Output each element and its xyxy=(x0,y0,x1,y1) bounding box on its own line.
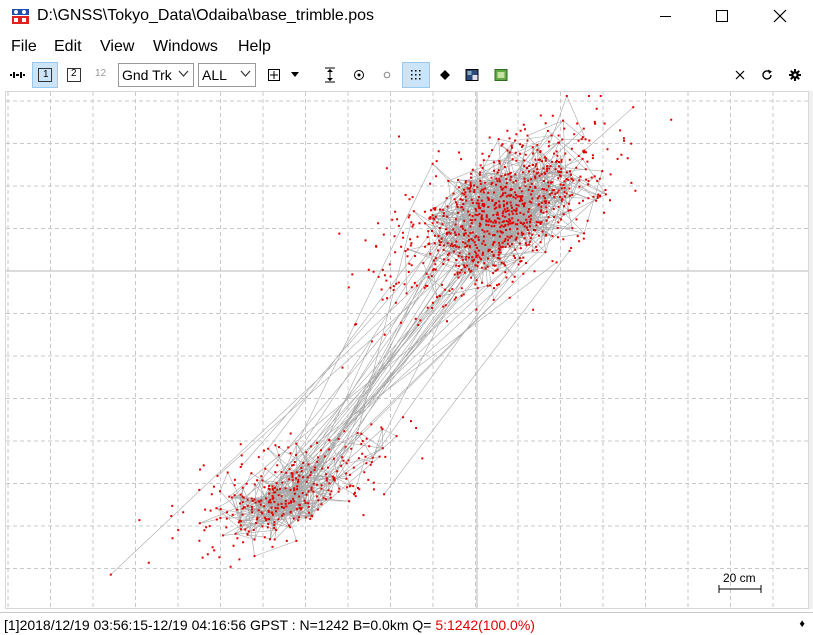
ground-track-plot[interactable]: 20 cm xyxy=(5,91,809,609)
solution-1-button[interactable]: 1 xyxy=(32,62,58,88)
origin-menu-button[interactable] xyxy=(285,62,305,88)
crosshair-box-icon xyxy=(268,69,280,81)
fit-range-button[interactable] xyxy=(346,62,372,88)
chevron-down-icon xyxy=(178,70,189,77)
map-icon xyxy=(494,69,508,81)
scale-bar xyxy=(718,585,762,593)
status-text: [1]2018/12/19 03:56:15-12/19 04:16:56 GP… xyxy=(4,617,535,633)
chevron-down-icon xyxy=(240,70,251,77)
center-origin-button[interactable] xyxy=(261,62,287,88)
menu-edit[interactable]: Edit xyxy=(54,38,82,55)
close-icon xyxy=(735,70,745,80)
show-image-button[interactable] xyxy=(459,62,485,88)
satellite-value: ALL xyxy=(202,67,227,83)
vertical-scrollbar[interactable] xyxy=(809,91,813,609)
title-bar: D:\GNSS\Tokyo_Data\Odaiba\base_trimble.p… xyxy=(0,0,813,34)
menu-view[interactable]: View xyxy=(100,38,135,55)
show-points-button[interactable] xyxy=(432,62,458,88)
toolbar: 1 2 12 Gnd Trk ALL xyxy=(0,60,813,90)
solution-12-label: 12 xyxy=(95,68,107,79)
status-arrow-icon: ♦ xyxy=(799,618,805,630)
plot-canvas[interactable] xyxy=(6,92,809,609)
minimize-icon xyxy=(660,16,671,17)
grid-icon xyxy=(411,70,421,80)
show-map-button[interactable] xyxy=(488,62,514,88)
status-quality: 5:1242(100.0%) xyxy=(435,617,535,633)
status-bar: [1]2018/12/19 03:56:15-12/19 04:16:56 GP… xyxy=(0,612,813,635)
solution-2-label: 2 xyxy=(71,68,77,79)
menu-file[interactable]: File xyxy=(11,38,37,55)
window-title: D:\GNSS\Tokyo_Data\Odaiba\base_trimble.p… xyxy=(37,7,375,24)
satellite-select[interactable]: ALL xyxy=(198,63,256,87)
close-button[interactable] xyxy=(752,0,810,34)
solution-1-label: 1 xyxy=(43,69,49,80)
grid-lines xyxy=(6,92,808,608)
fit-vertical-button[interactable] xyxy=(317,62,343,88)
solution-2-icon xyxy=(67,68,81,82)
solution-2-button[interactable]: 2 xyxy=(61,62,87,88)
menu-windows[interactable]: Windows xyxy=(153,38,218,55)
menu-bar: File Edit View Windows Help xyxy=(0,35,813,60)
refresh-icon xyxy=(762,69,772,80)
show-grid-button[interactable] xyxy=(402,62,430,88)
menu-help[interactable]: Help xyxy=(238,38,271,55)
fit-vertical-icon xyxy=(325,67,335,83)
connect-icon xyxy=(10,72,25,78)
triangle-down-icon xyxy=(291,72,299,77)
target-icon xyxy=(354,70,364,80)
clear-button[interactable] xyxy=(727,62,753,88)
solution-12-button[interactable]: 12 xyxy=(89,62,115,88)
maximize-button[interactable] xyxy=(694,0,752,34)
maximize-icon xyxy=(716,10,728,22)
plot-type-value: Gnd Trk xyxy=(122,67,172,83)
rtkplot-app-icon xyxy=(11,7,30,25)
reload-button[interactable] xyxy=(754,62,780,88)
close-icon xyxy=(773,9,787,23)
image-icon xyxy=(465,69,479,81)
solution-1-icon xyxy=(38,68,52,82)
options-button[interactable] xyxy=(782,62,808,88)
diamond-icon xyxy=(440,70,450,80)
circle-icon xyxy=(383,71,391,79)
minimize-button[interactable] xyxy=(636,0,694,34)
solution-points xyxy=(109,95,673,576)
plot-type-select[interactable]: Gnd Trk xyxy=(118,63,194,87)
connect-button[interactable] xyxy=(4,62,30,88)
scale-bar-label: 20 cm xyxy=(723,571,756,585)
fix-center-button[interactable] xyxy=(374,62,400,88)
gear-icon xyxy=(789,69,801,81)
status-info: [1]2018/12/19 03:56:15-12/19 04:16:56 GP… xyxy=(4,617,436,633)
track-lines xyxy=(110,95,634,575)
